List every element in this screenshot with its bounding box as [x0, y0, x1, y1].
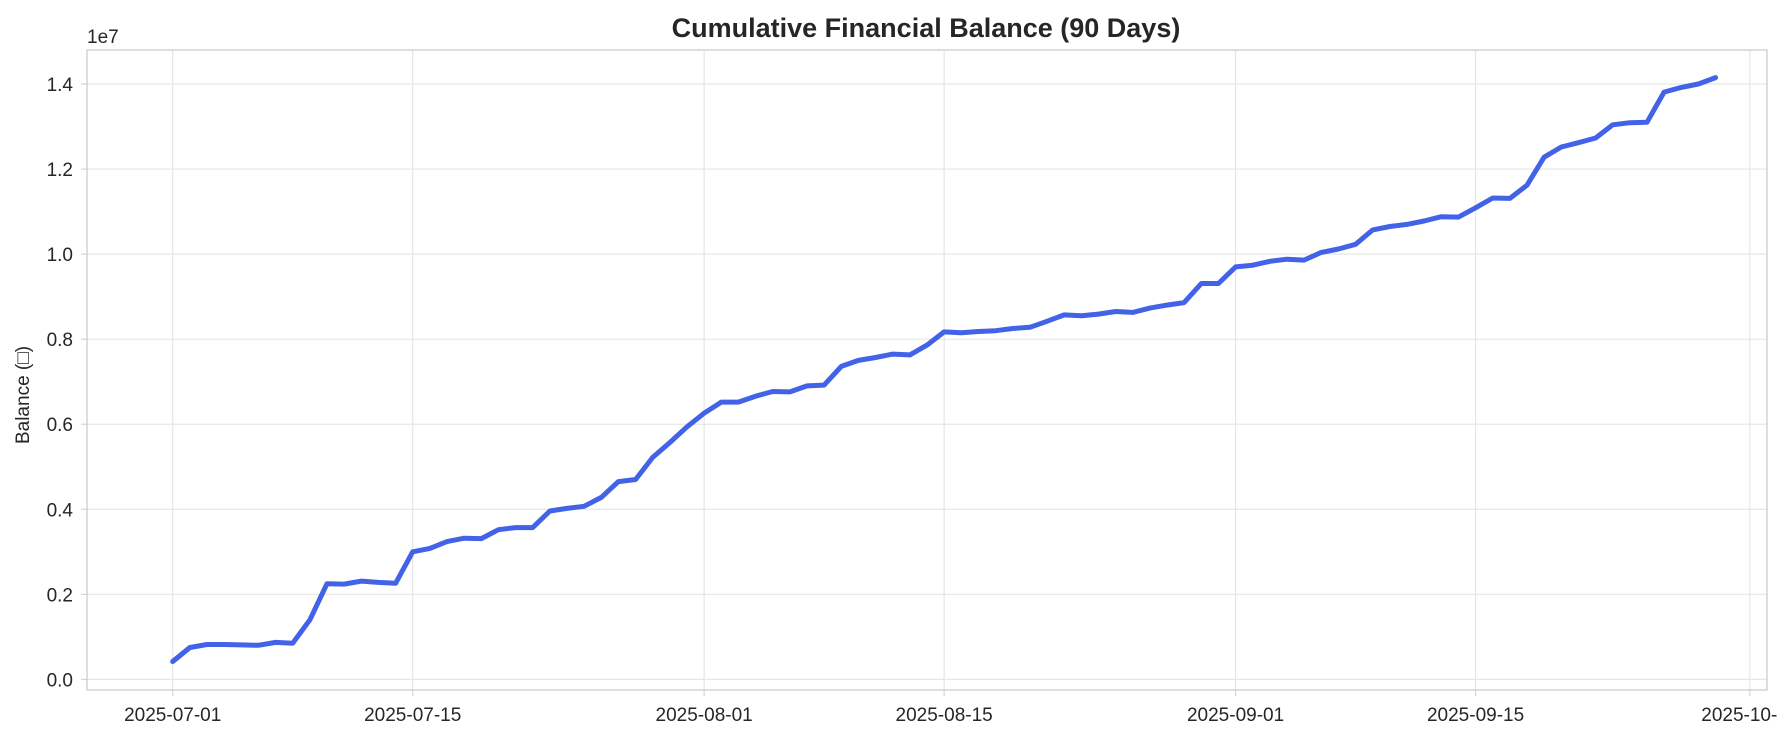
y-tick-label: 0.0 [47, 670, 73, 691]
y-tick-label: 0.2 [47, 585, 73, 606]
x-tick-label: 2025-10-01 [1701, 705, 1778, 726]
x-tick-label: 2025-09-15 [1427, 705, 1524, 726]
x-tick-label: 2025-08-15 [896, 705, 993, 726]
x-tick-label: 2025-08-01 [656, 705, 753, 726]
plot-area-frame [86, 49, 1768, 691]
y-axis-offset-label: 1e7 [87, 27, 119, 48]
x-tick-label: 2025-07-15 [364, 705, 461, 726]
y-axis-label: Balance (□) [13, 346, 34, 444]
x-tick-label: 2025-09-01 [1187, 705, 1284, 726]
y-tick-label: 0.8 [47, 330, 73, 351]
grid [87, 50, 1767, 690]
chart-title: Cumulative Financial Balance (90 Days) [672, 13, 1181, 43]
y-tick-label: 1.0 [47, 245, 73, 266]
y-axis-ticks: 0.0 0.2 0.4 0.6 0.8 1.0 1.2 1.4 [47, 75, 87, 691]
y-tick-label: 0.4 [47, 500, 74, 521]
y-tick-label: 1.2 [47, 160, 73, 181]
x-tick-label: 2025-07-01 [124, 705, 221, 726]
x-axis-ticks: 2025-07-01 2025-07-15 2025-08-01 2025-08-15… [124, 690, 1778, 726]
series-line-balance [170, 75, 1719, 664]
y-tick-label: 0.6 [47, 415, 73, 436]
series-layer [170, 75, 1719, 664]
y-tick-label: 1.4 [47, 75, 74, 96]
